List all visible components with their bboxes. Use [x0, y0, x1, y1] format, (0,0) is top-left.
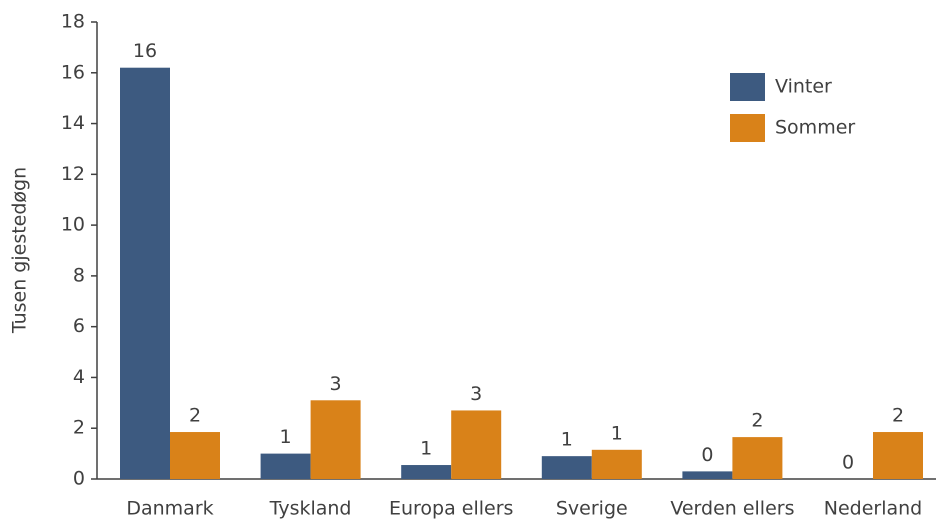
value-label: 0 [701, 444, 713, 466]
value-label: 3 [470, 383, 482, 405]
y-tick-label: 12 [61, 163, 85, 185]
y-tick-label: 18 [61, 11, 85, 33]
value-label: 1 [611, 422, 623, 444]
bar [682, 471, 733, 479]
bar [541, 456, 592, 479]
value-label: 2 [189, 405, 201, 427]
value-label: 16 [133, 40, 157, 62]
bar [401, 465, 452, 479]
value-label: 2 [751, 410, 763, 432]
x-tick-label: Tyskland [269, 498, 352, 520]
value-label: 3 [330, 373, 342, 395]
legend-label: Vinter [775, 76, 832, 98]
bar [310, 400, 361, 479]
x-tick-label: Danmark [126, 498, 213, 520]
x-tick-label: Verden ellers [670, 498, 794, 520]
x-tick-label: Sverige [556, 498, 628, 520]
bar [120, 67, 170, 479]
bar [451, 410, 502, 479]
y-tick-label: 14 [61, 112, 85, 134]
bar [170, 432, 220, 479]
y-tick-label: 8 [73, 264, 85, 286]
y-tick-label: 16 [61, 61, 85, 83]
y-tick-label: 2 [73, 417, 85, 439]
y-tick-label: 4 [73, 366, 85, 388]
legend-label: Sommer [775, 117, 855, 139]
bar [732, 437, 783, 479]
value-label: 1 [561, 429, 573, 451]
x-tick-label: Nederland [824, 498, 923, 520]
bar [873, 432, 923, 479]
y-axis-label: Tusen gjestedøgn [9, 167, 31, 334]
value-label: 0 [842, 452, 854, 474]
bar [260, 453, 311, 479]
legend-swatch [730, 114, 765, 142]
value-label: 1 [280, 426, 292, 448]
y-tick-label: 10 [61, 214, 85, 236]
y-tick-label: 6 [73, 315, 85, 337]
y-tick-label: 0 [73, 468, 85, 490]
x-tick-label: Europa ellers [389, 498, 513, 520]
value-label: 2 [892, 405, 904, 427]
bar [591, 449, 642, 479]
legend-swatch [730, 73, 765, 101]
value-label: 1 [420, 438, 432, 460]
